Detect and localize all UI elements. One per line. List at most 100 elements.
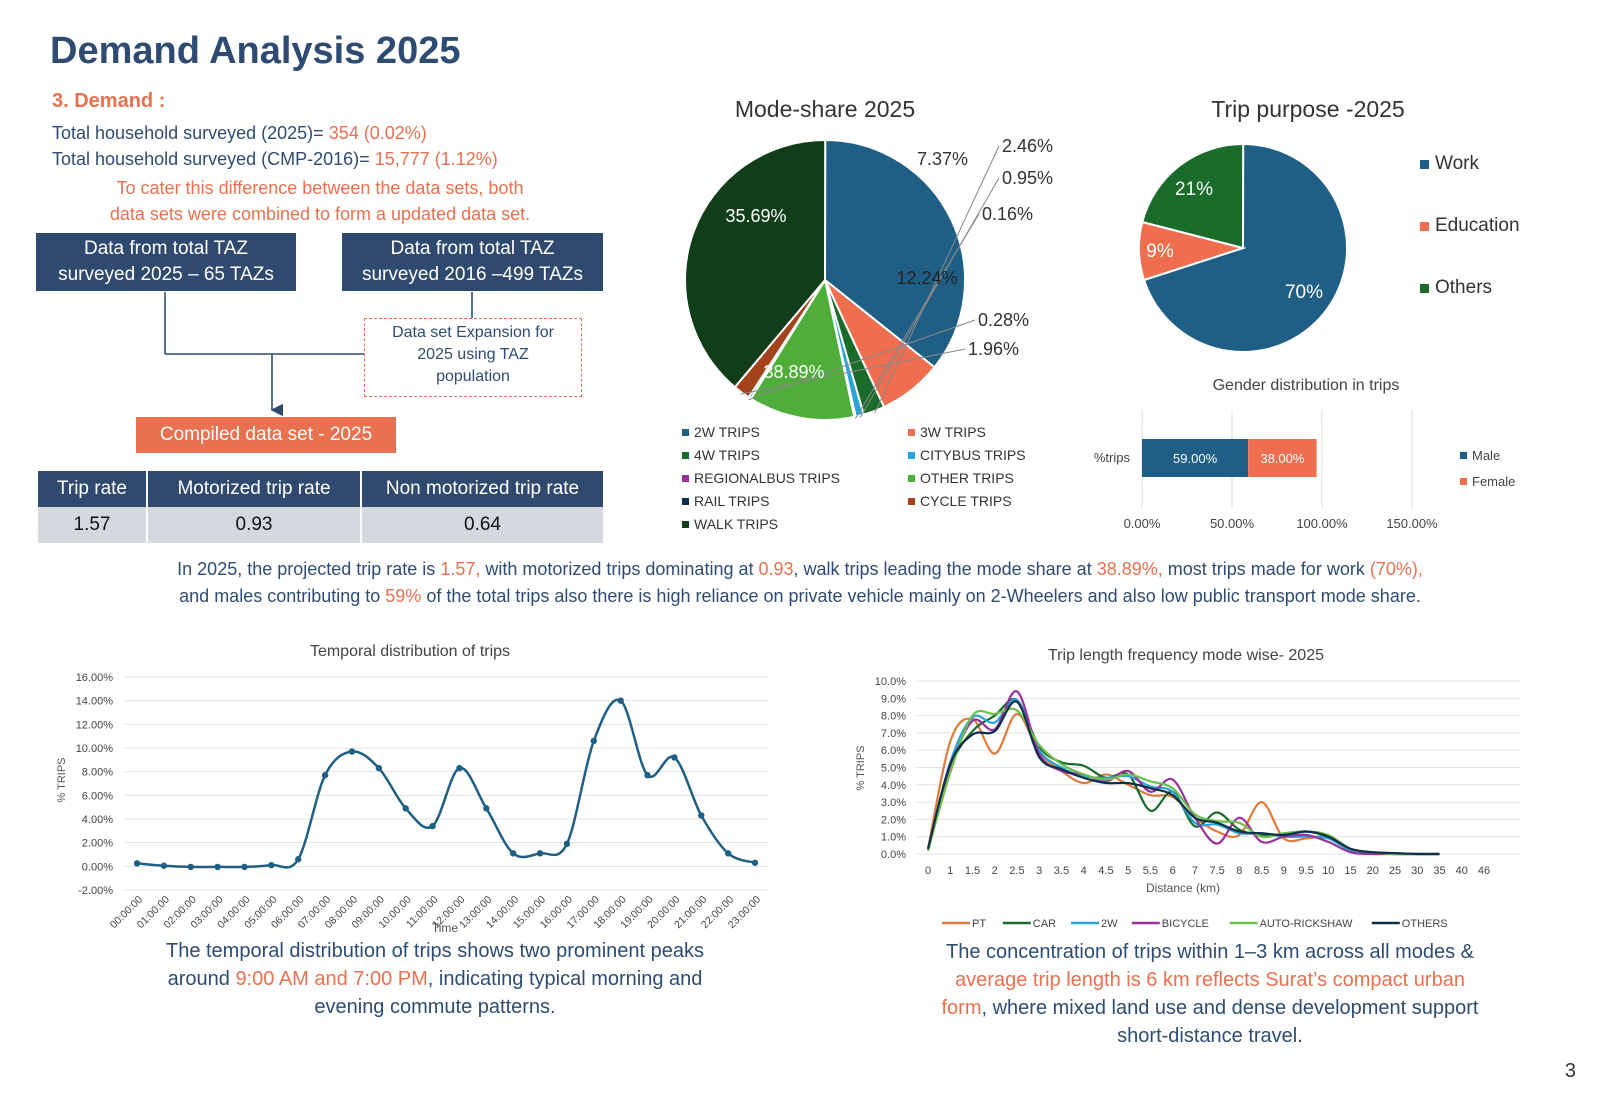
legend-label-4w-trips: 4W TRIPS bbox=[694, 447, 760, 463]
trip-length-caption-line-3: form, where mixed land use and dense dev… bbox=[941, 997, 1479, 1019]
legend-label-work: Work bbox=[1435, 153, 1479, 174]
legend-label-2w-trips: 2W TRIPS bbox=[694, 424, 760, 440]
temporal-point bbox=[375, 764, 383, 772]
temporal-point bbox=[321, 772, 329, 779]
legend-label-education: Education bbox=[1435, 215, 1520, 236]
pie-slice-walk-trips bbox=[684, 139, 827, 389]
temporal-point bbox=[644, 772, 651, 779]
expansion-box: Data set Expansion for 2025 using TAZ popu… bbox=[364, 318, 582, 397]
trip-length-xtick: 4 bbox=[1081, 865, 1087, 877]
temporal-point bbox=[509, 850, 517, 857]
trip-length-xtick: 5.5 bbox=[1143, 865, 1158, 877]
pie-slice-2w-trips bbox=[823, 138, 966, 369]
temporal-caption: The temporal distribution of trips shows… bbox=[80, 937, 790, 1021]
temporal-chart: Temporal distribution of trips -2.00% 0.0… bbox=[56, 643, 768, 935]
temporal-ytick: 8.00% bbox=[82, 767, 113, 779]
trip-length-xtick: 7.5 bbox=[1209, 865, 1224, 877]
trip-length-xtick: 7 bbox=[1192, 865, 1198, 877]
temporal-point bbox=[751, 859, 759, 866]
legend-swatch-other-trips bbox=[908, 475, 915, 482]
note-line-2: data sets were combined to form a update… bbox=[109, 204, 531, 224]
gender-title: Gender distribution in trips bbox=[1213, 377, 1400, 394]
trip-length-xtick: 10 bbox=[1322, 865, 1334, 877]
flow-connectors bbox=[164, 292, 473, 417]
trip-length-xtick: 35 bbox=[1433, 865, 1445, 877]
page-number: 3 bbox=[1564, 1060, 1576, 1082]
legend-swatch-2w-trips bbox=[682, 429, 689, 436]
legend-swatch-cycle-trips bbox=[908, 498, 915, 505]
trip-length-xlabel: Distance (km) bbox=[1146, 881, 1220, 895]
temporal-point bbox=[160, 862, 168, 869]
legend-label-pt: PT bbox=[972, 918, 986, 930]
temporal-point bbox=[241, 863, 248, 871]
legend-swatch-rail-trips bbox=[682, 498, 689, 505]
temporal-point bbox=[536, 850, 544, 857]
gender-bar-label-female: 38.00% bbox=[1260, 451, 1305, 466]
mode-share-chart: Mode-share 2025 35.69% 7.37% 2.46% 0.95% 0.1… bbox=[682, 96, 1053, 532]
temporal-ytick: 4.00% bbox=[82, 814, 113, 826]
trip-length-ytick: 3.0% bbox=[881, 797, 906, 809]
gender-bar-male bbox=[1142, 439, 1249, 477]
trip-length-xtick: 2.5 bbox=[1009, 865, 1024, 877]
trip-length-ytick: 8.0% bbox=[881, 711, 906, 723]
temporal-point bbox=[671, 754, 678, 761]
temporal-xlabel: Time bbox=[432, 921, 459, 935]
table-row: 1.57 0.93 0.64 bbox=[38, 507, 605, 543]
trip-length-ytick: 6.0% bbox=[881, 745, 906, 757]
trip-length-series-pt bbox=[926, 712, 1440, 856]
legend-swatch-male bbox=[1460, 452, 1467, 459]
gender-xtick: 0.00% bbox=[1124, 516, 1161, 531]
trip-length-ytick: 2.0% bbox=[881, 814, 906, 826]
trip-length-series-bicycle bbox=[926, 690, 1440, 856]
trip-length-xtick: 46 bbox=[1478, 865, 1490, 877]
legend-swatch-3w-trips bbox=[908, 429, 915, 436]
temporal-point bbox=[133, 860, 141, 867]
temporal-ytick: 6.00% bbox=[82, 790, 113, 802]
trip-length-ytick: 9.0% bbox=[881, 693, 906, 705]
legend-swatch-walk-trips bbox=[682, 521, 689, 528]
trip-length-caption-line-2: average trip length is 6 km reflects Sur… bbox=[955, 969, 1465, 991]
temporal-ytick: 10.00% bbox=[76, 743, 114, 755]
temporal-point bbox=[402, 805, 409, 812]
pie-label-rail-trips: 0.28% bbox=[978, 310, 1029, 330]
legend-label-citybus-trips: CITYBUS TRIPS bbox=[920, 447, 1026, 463]
trip-length-xtick: 30 bbox=[1411, 865, 1423, 877]
summary-line-2: and males contributing to 59% of the tot… bbox=[179, 586, 1421, 606]
value-non-motorized: 0.64 bbox=[361, 507, 605, 543]
gender-xtick: 100.00% bbox=[1296, 516, 1348, 531]
taz-2016-box: Data from total TAZ surveyed 2016 –499 TA… bbox=[342, 233, 603, 291]
legend-swatch-others bbox=[1420, 284, 1429, 293]
pie-label-cycle-trips: 1.96% bbox=[968, 339, 1019, 359]
trip-rate-table: Trip rate Motorized trip rate Non motori… bbox=[38, 471, 605, 543]
legend-label-car: CAR bbox=[1033, 918, 1056, 930]
temporal-point bbox=[429, 822, 436, 830]
note-line-1: To cater this difference between the dat… bbox=[116, 178, 524, 198]
temporal-point bbox=[214, 863, 221, 871]
temporal-ytick: 14.00% bbox=[76, 696, 114, 708]
temporal-point bbox=[483, 805, 490, 812]
pie-label-work: 70% bbox=[1285, 282, 1323, 303]
temporal-point bbox=[456, 764, 463, 772]
trip-length-caption: The concentration of trips within 1–3 km… bbox=[880, 938, 1540, 1050]
taz-2025-box: Data from total TAZ surveyed 2025 – 65 TA… bbox=[36, 233, 296, 291]
header-motorized: Motorized trip rate bbox=[147, 471, 362, 507]
section-heading: 3. Demand : bbox=[52, 90, 166, 112]
trip-length-title: Trip length frequency mode wise- 2025 bbox=[1048, 647, 1324, 664]
pie-label-other-trips: 12.24% bbox=[896, 268, 957, 288]
trip-length-xtick: 15 bbox=[1344, 865, 1356, 877]
temporal-title: Temporal distribution of trips bbox=[310, 643, 510, 660]
value-motorized: 0.93 bbox=[147, 507, 362, 543]
pie-leader-regionalbus-trips bbox=[854, 213, 980, 419]
temporal-point bbox=[698, 812, 705, 819]
trip-length-xtick: 1.5 bbox=[965, 865, 980, 877]
temporal-point bbox=[563, 840, 571, 848]
temporal-point bbox=[268, 861, 275, 869]
pie-slice-others bbox=[1141, 142, 1245, 250]
temporal-point bbox=[348, 748, 356, 755]
household-2016-line: Total household surveyed (CMP-2016)= 15,… bbox=[52, 149, 498, 169]
compiled-dataset-box: Compiled data set - 2025 bbox=[136, 417, 396, 453]
legend-swatch-work bbox=[1420, 160, 1429, 169]
legend-swatch-regionalbus-trips bbox=[682, 475, 689, 482]
trip-length-xtick: 6 bbox=[1170, 865, 1176, 877]
trip-purpose-chart: Trip purpose -2025 70% 9% 21% Work Educatio… bbox=[1138, 96, 1520, 353]
